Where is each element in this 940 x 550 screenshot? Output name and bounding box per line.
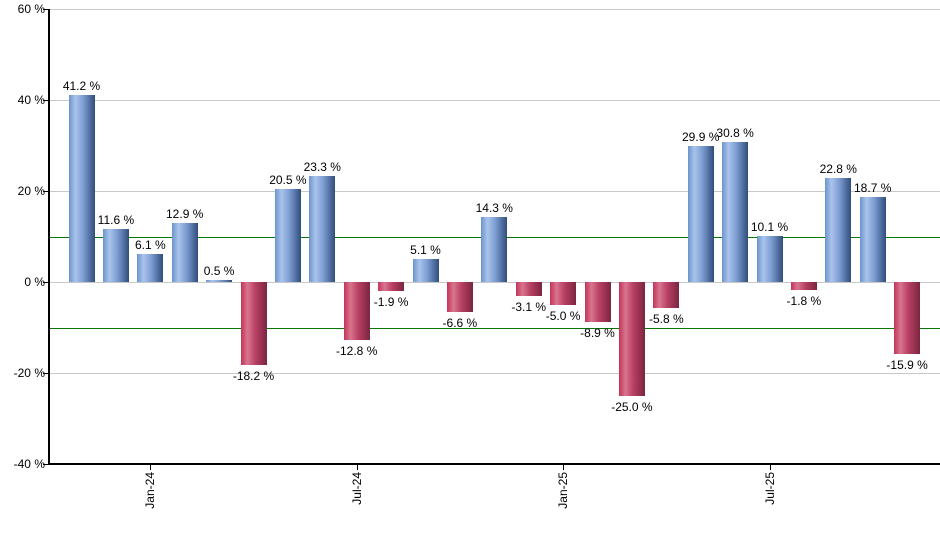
bar-value-label: -3.1 % [511,300,547,315]
gridline [47,373,940,374]
bar-value-label: 29.9 % [682,129,720,144]
y-axis-tick-label: 40 % [17,93,45,107]
bar [412,258,439,282]
bar [515,282,542,297]
x-axis-tick-label: Jul-24 [349,472,364,505]
bar-value-label: 20.5 % [269,172,307,187]
gridline [47,100,940,101]
bar [240,282,267,365]
x-axis-tick-label: Jan-25 [556,472,571,509]
bar [171,223,198,282]
x-axis-tick-label: Jan-24 [143,472,158,509]
bar [550,282,577,305]
bar-value-label: 12.9 % [166,207,204,222]
y-axis-tick-label: -20 % [13,366,45,380]
bar [653,282,680,309]
bar-value-label: 14.3 % [475,200,513,215]
bar [206,279,233,282]
bar-value-label: -15.9 % [886,358,928,373]
bar [68,94,95,282]
bar [481,216,508,282]
bar-value-label: -6.6 % [442,316,478,331]
bar [722,141,749,282]
bar [859,196,886,282]
bar [137,254,164,282]
gridline [47,9,940,10]
x-axis-tick [769,464,771,470]
y-axis-tick [42,191,48,192]
y-axis-tick-label: -40 % [13,457,45,471]
bar [618,282,645,396]
x-axis-line [47,462,940,465]
bar-value-label: 30.8 % [716,125,754,140]
y-axis-tick [42,282,48,283]
x-axis-tick [356,464,358,470]
bar-value-label: 22.8 % [819,162,857,177]
bar-value-label: -1.9 % [373,294,409,309]
bar-value-label: 5.1 % [410,242,441,257]
bar [687,145,714,282]
bar-value-label: 6.1 % [134,238,166,253]
bar [446,282,473,313]
bar-value-label: 11.6 % [97,213,135,228]
y-axis-line [47,9,50,465]
bar [102,229,129,282]
bar [756,236,783,282]
bar [343,282,370,341]
bar-value-label: 0.5 % [203,263,235,278]
bar-value-label: -5.8 % [648,312,684,327]
bar [790,282,817,291]
bar [378,282,405,291]
y-axis-tick [42,9,48,10]
bar-value-label: 10.1 % [750,220,789,235]
x-axis-tick-label: Jul-25 [762,472,777,505]
bar-value-label: 18.7 % [854,180,892,195]
y-axis-tick-label: 0 % [24,275,45,289]
y-axis-tick [42,464,48,465]
y-axis-tick-label: 20 % [17,184,45,198]
gridline [47,282,940,283]
reference-line [47,327,940,329]
bar [825,178,852,282]
bar [274,188,301,282]
y-axis-tick [42,100,48,101]
bar-value-label: 23.3 % [303,159,341,174]
bar-value-label: -5.0 % [545,308,581,323]
bar-value-label: -18.2 % [232,368,275,383]
bar [309,175,336,282]
x-axis-tick [150,464,152,470]
x-axis-tick [563,464,565,470]
bar [584,282,611,323]
bar-value-label: 41.2 % [62,78,101,93]
bar-value-label: -8.9 % [580,326,615,341]
gridline [47,191,940,192]
bar-value-label: -12.8 % [336,344,378,359]
y-axis-tick-label: 60 % [17,2,45,16]
bar-value-label: -25.0 % [611,399,653,414]
bar-value-label: -1.8 % [786,294,822,309]
y-axis-tick [42,373,48,374]
bar [894,282,921,355]
